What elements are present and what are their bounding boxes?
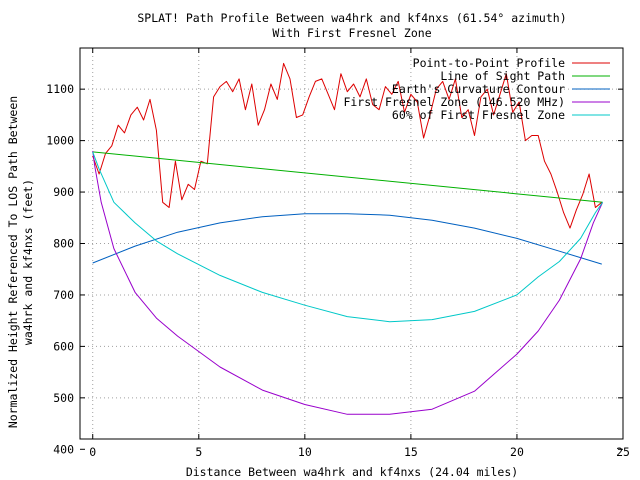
legend-label: Line of Sight Path <box>440 69 565 83</box>
x-axis-label: Distance Between wa4hrk and kf4nxs (24.0… <box>186 465 518 479</box>
y-tick-label: 500 <box>53 391 74 405</box>
legend-label: Earth's Curvature Contour <box>392 82 565 96</box>
series-line-earth-s-curvature-contour <box>92 213 602 265</box>
y-axis-label-line2: wa4hrk and kf4nxs (feet) <box>21 179 35 345</box>
axis-ticks: 0 5 10 15 20 25 400 500 600 700 800 900 1000 1100 <box>46 48 630 459</box>
x-tick-label: 20 <box>510 445 524 459</box>
y-tick-label: 1000 <box>46 134 74 148</box>
y-tick-label: 800 <box>53 237 74 251</box>
x-tick-label: 25 <box>616 445 630 459</box>
x-tick-label: 0 <box>89 445 96 459</box>
series-line-line-of-sight-path <box>92 151 603 203</box>
legend-label: 60% of First Fresnel Zone <box>392 108 565 122</box>
x-tick-label: 10 <box>298 445 312 459</box>
y-tick-label: 1100 <box>46 82 74 96</box>
series-line-60-of-first-fresnel-zone <box>92 151 604 323</box>
chart-title: SPLAT! Path Profile Between wa4hrk and k… <box>137 11 566 25</box>
x-tick-label: 5 <box>195 445 202 459</box>
plot-frame <box>79 47 624 440</box>
y-tick-label: 400 <box>53 442 74 456</box>
y-tick-label: 700 <box>53 288 74 302</box>
legend-label: Point-to-Point Profile <box>413 56 565 70</box>
y-tick-label: 600 <box>53 339 74 353</box>
y-tick-label: 900 <box>53 185 74 199</box>
x-tick-label: 15 <box>404 445 418 459</box>
series-layer <box>92 62 604 415</box>
chart-subtitle: With First Fresnel Zone <box>272 26 431 40</box>
y-axis-label-line1: Normalized Height Referenced To LOS Path… <box>6 96 20 428</box>
legend-label: First Fresnel Zone (146.520 MHz) <box>343 95 565 109</box>
series-line-first-fresnel-zone-146-520-mhz <box>92 150 604 415</box>
series-line-point-to-point-profile <box>92 62 603 229</box>
